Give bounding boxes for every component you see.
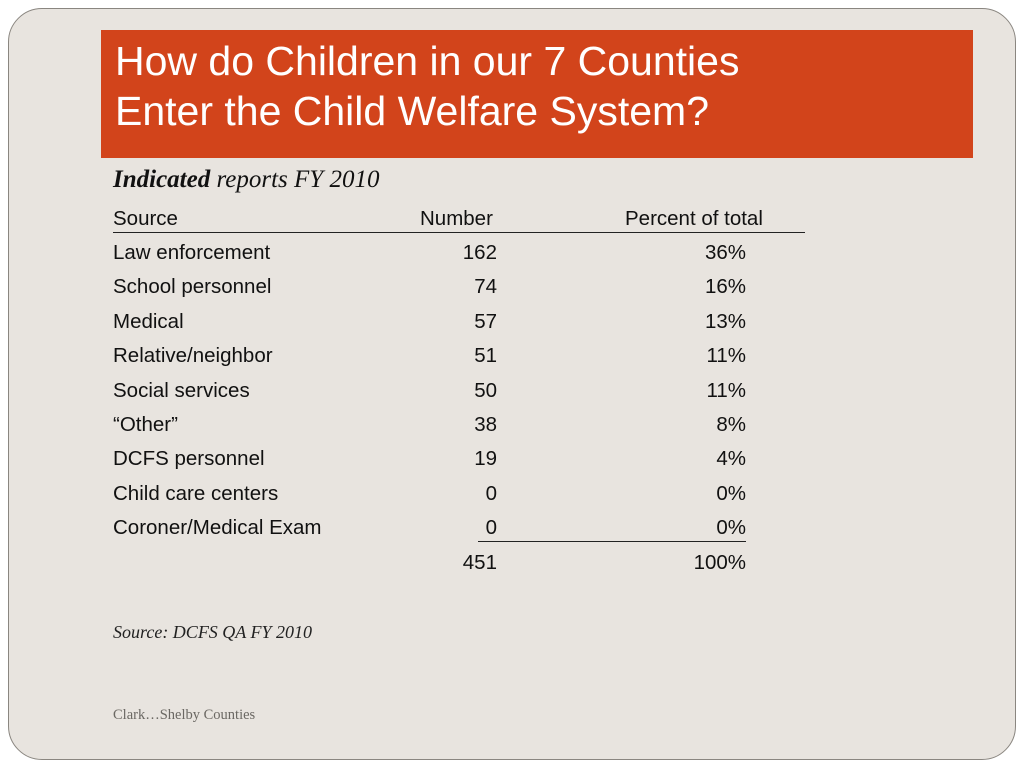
row-percent: 8% [716,413,746,436]
row-number: 57 [474,309,497,333]
subtitle: Indicated reports FY 2010 [113,166,379,194]
row-source: Coroner/Medical Exam [113,516,322,540]
row-number: 50 [474,378,497,402]
source-note: Source: DCFS QA FY 2010 [113,622,312,642]
subtitle-rest: reports FY 2010 [210,166,380,193]
total-row: 451 100% [0,548,1024,582]
row-source: Law enforcement [113,241,271,264]
row-percent: 0% [716,481,746,505]
row-number: 74 [474,275,497,299]
table-row: Medical 57 13% [0,307,1024,341]
table-row: “Other” 38 8% [0,410,1024,444]
row-source: DCFS personnel [113,447,265,471]
row-percent: 11% [706,378,746,402]
total-number: 451 [462,551,497,574]
header-number: Number [420,207,493,230]
row-percent: 11% [706,344,746,368]
total-percent: 100% [693,551,746,574]
header-percent: Percent of total [625,207,763,230]
title-bar: How do Children in our 7 Counties Enter … [101,30,973,158]
row-percent: 13% [704,309,746,333]
title-line-1: How do Children in our 7 Counties [115,38,740,84]
table-row: Child care centers 0 0% [0,479,1024,513]
header-underline [113,232,805,233]
row-percent: 36% [704,241,746,264]
row-number: 0 [485,516,497,540]
slide-title: How do Children in our 7 Counties Enter … [115,36,739,136]
row-source: Child care centers [113,481,279,505]
table-row: Social services 50 11% [0,376,1024,410]
row-percent: 16% [704,275,746,299]
row-number: 51 [474,344,497,368]
table-row: Relative/neighbor 51 11% [0,341,1024,375]
table-row: Law enforcement 162 36% [0,238,1024,272]
row-source: School personnel [113,275,272,299]
row-number: 0 [485,481,497,505]
row-source: Medical [113,309,184,333]
total-underline [478,541,746,542]
title-line-2: Enter the Child Welfare System? [115,88,709,134]
row-number: 162 [462,241,497,264]
header-source: Source [113,207,178,230]
row-percent: 4% [716,447,746,471]
row-source: Social services [113,378,250,402]
subtitle-bold: Indicated [113,166,211,193]
row-number: 19 [474,447,497,471]
table-row: School personnel 74 16% [0,272,1024,306]
row-source: Relative/neighbor [113,344,273,368]
row-source: “Other” [113,413,178,436]
row-number: 38 [474,413,497,436]
row-percent: 0% [716,516,746,540]
table-row: Coroner/Medical Exam 0 0% [0,513,1024,547]
footer-text: Clark…Shelby Counties [113,707,256,723]
table-row: DCFS personnel 19 4% [0,444,1024,478]
